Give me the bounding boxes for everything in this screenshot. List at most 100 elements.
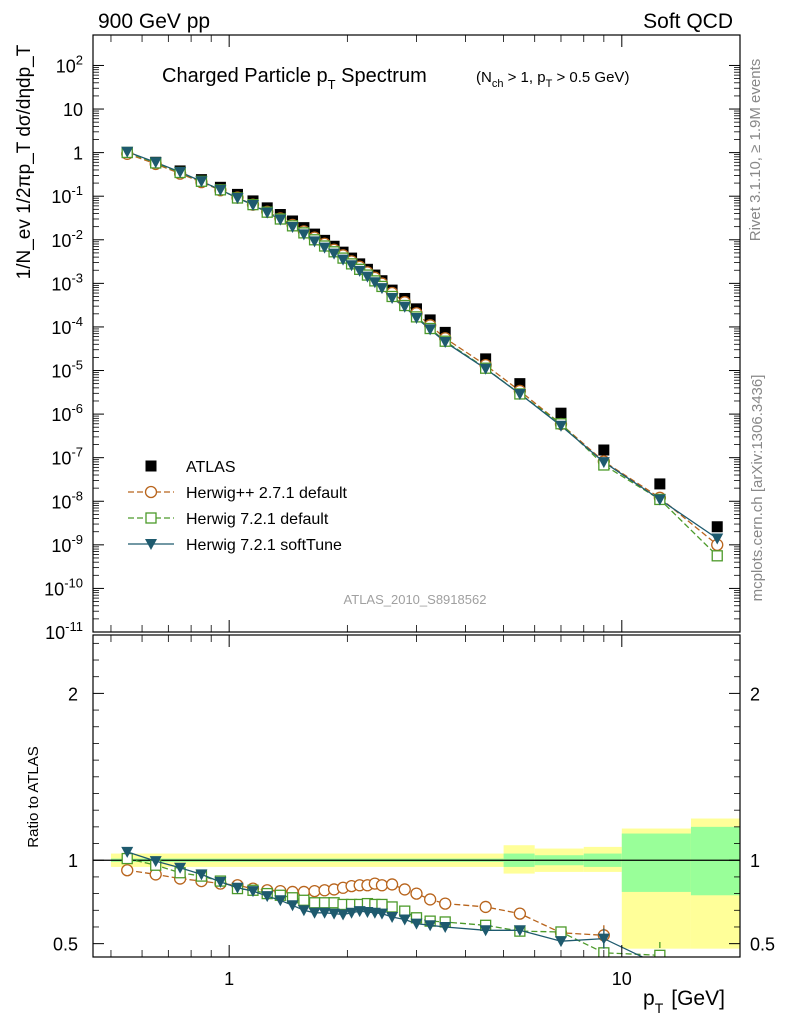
y-tick-label: 10-7 <box>51 445 83 469</box>
data-point <box>386 293 399 305</box>
ratio-axes: 1 10 0.5 0.5 1 1 2 2 <box>53 635 775 989</box>
data-point <box>375 283 388 295</box>
svg-text:Charged Particle pT Spectrum: Charged Particle pT Spectrum <box>162 65 427 92</box>
data-point <box>410 313 423 325</box>
y-tick-label: 1 <box>73 144 83 164</box>
ratio-panel: 1 10 0.5 0.5 1 1 2 2 Ratio to ATLAS pT [GeV] <box>25 634 775 1016</box>
data-point <box>121 146 134 158</box>
legend-marker <box>145 460 157 472</box>
ratio-point <box>195 869 208 881</box>
stat-uncertainty-band <box>690 826 740 896</box>
y-tick-label: 10-10 <box>44 575 83 599</box>
title-text: Charged Particle p <box>162 65 328 87</box>
x-axis-label-unit: [GeV] <box>671 987 725 1010</box>
ratio-point <box>174 862 187 874</box>
data-point <box>195 176 208 188</box>
ratio-point <box>297 905 310 917</box>
data-point <box>711 533 724 545</box>
ratio-point <box>555 926 567 938</box>
data-point <box>514 378 526 390</box>
ratio-point <box>308 897 321 909</box>
ratio-point <box>345 907 358 919</box>
ratio-point <box>597 933 610 945</box>
ratio-point <box>410 887 423 900</box>
ratio-point <box>479 900 492 914</box>
ratio-point <box>286 900 299 912</box>
y-tick-label: 10-5 <box>51 358 83 382</box>
header-energy-label: 900 GeV pp <box>98 10 210 33</box>
ratio-point <box>479 925 492 937</box>
ratio-y-tick-label-right: 1 <box>750 851 760 871</box>
legend-label: Herwig++ 2.7.1 default <box>186 485 348 502</box>
ratio-point <box>318 897 331 909</box>
ratio-point <box>423 893 437 906</box>
data-point <box>439 337 452 349</box>
ratio-y-tick-label: 1 <box>68 851 78 871</box>
ratio-point <box>398 883 411 896</box>
y-tick-label: 10 <box>63 100 83 120</box>
data-point <box>654 478 666 490</box>
ratio-point <box>308 884 321 898</box>
data-point <box>398 301 411 313</box>
y-tick-label: 102 <box>56 52 83 76</box>
legend-marker <box>145 539 157 550</box>
main-axes: 102 10 1 10-1 10-2 10-3 10-4 10-5 10-6 10-7 10-8 10… <box>44 35 741 643</box>
data-point <box>361 271 374 283</box>
ratio-point <box>654 949 666 957</box>
data-point <box>711 550 723 562</box>
data-point <box>597 457 610 469</box>
ratio-y-tick-label: 0.5 <box>53 935 78 955</box>
ratio-y-tick-label-right: 2 <box>750 684 760 704</box>
y-tick-label: 10-1 <box>51 183 83 207</box>
data-point <box>286 221 299 233</box>
x-axis-label-main: p <box>643 987 655 1010</box>
data-point <box>368 277 381 289</box>
svg-text:(Nch > 1, pT > 0.5 GeV): (Nch > 1, pT > 0.5 GeV) <box>476 69 629 90</box>
title-cond-b: > 1, p <box>503 69 545 86</box>
main-panel: 102 10 1 10-1 10-2 10-3 10-4 10-5 10-6 10-7 10-8 10… <box>14 34 741 643</box>
legend-label: ATLAS <box>186 459 236 476</box>
data-point <box>598 444 610 456</box>
ratio-point <box>308 907 321 919</box>
legend-label: Herwig 7.2.1 default <box>186 511 329 528</box>
title-tail: Spectrum <box>336 65 427 87</box>
y-tick-label: 10-4 <box>51 314 83 338</box>
ratio-y-axis-label: Ratio to ATLAS <box>25 746 42 847</box>
title-cond-c: > 0.5 GeV) <box>552 69 629 86</box>
main-y-axis-label: 1/N_ev 1/2πp_T dσ/dηdp_T <box>14 44 35 279</box>
ratio-point <box>375 908 388 920</box>
ratio-point <box>410 918 423 930</box>
y-tick-label: 10-8 <box>51 488 83 512</box>
data-point <box>424 324 437 336</box>
main-data-layer <box>121 146 724 562</box>
data-point <box>480 353 492 365</box>
ratio-point <box>328 908 341 920</box>
y-tick-label: 10-6 <box>51 401 83 425</box>
legend-marker <box>145 512 157 524</box>
ratio-y-tick-label: 2 <box>68 684 78 704</box>
data-point <box>353 265 366 277</box>
y-tick-label: 10-2 <box>51 227 83 251</box>
ratio-point <box>654 960 666 971</box>
data-point <box>297 229 310 241</box>
ratio-point <box>424 920 437 932</box>
y-tick-label: 10-9 <box>51 532 83 556</box>
ratio-point <box>231 882 244 894</box>
data-point <box>513 388 526 400</box>
stat-uncertainty-band <box>621 833 691 892</box>
ratio-point <box>246 886 259 898</box>
data-point <box>328 248 341 260</box>
legend-label: Herwig 7.2.1 softTune <box>186 537 342 554</box>
ratio-uncertainty-bands <box>93 818 740 949</box>
data-point <box>214 184 227 196</box>
data-point <box>653 494 666 506</box>
ratio-point <box>439 921 452 933</box>
y-tick-label: 10-11 <box>45 619 83 643</box>
ratio-point <box>385 878 399 891</box>
data-point <box>246 199 259 211</box>
main-title: Charged Particle pT Spectrum (Nch > 1, p… <box>162 65 629 92</box>
y-tick-label: 10-3 <box>51 270 83 294</box>
ratio-point <box>274 895 287 907</box>
x-axis-label: pT [GeV] <box>643 987 725 1016</box>
